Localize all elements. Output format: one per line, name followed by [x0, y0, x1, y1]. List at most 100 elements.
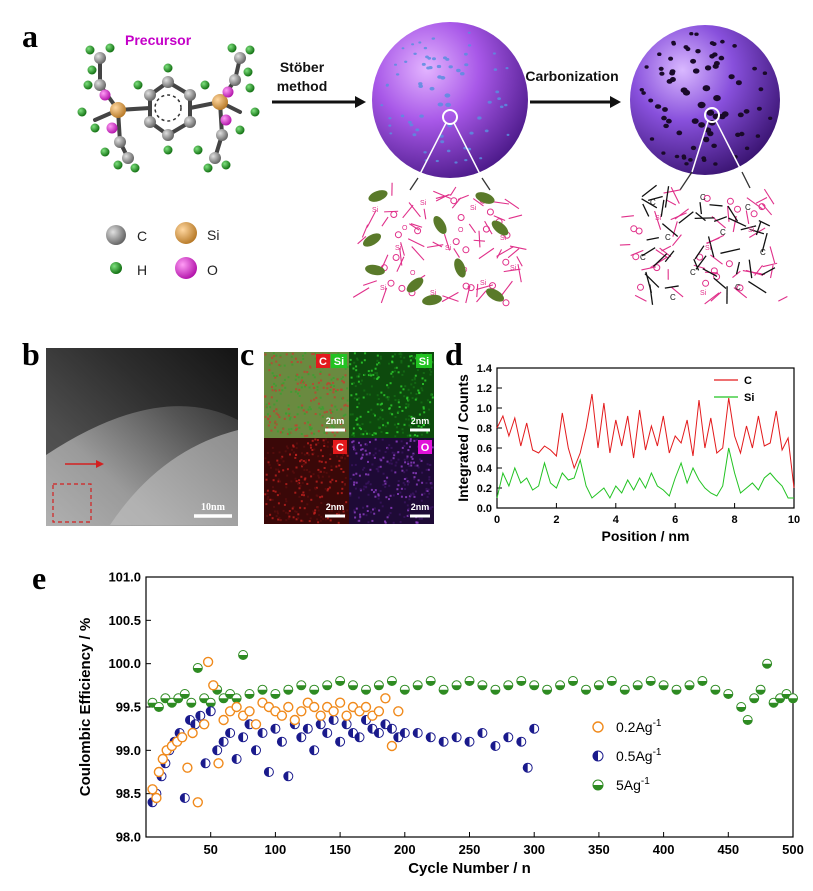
- x-tick-label: 6: [672, 514, 678, 526]
- data-point: [309, 745, 320, 756]
- data-point: [373, 728, 384, 738]
- data-point: [153, 702, 164, 712]
- data-point: [322, 728, 333, 738]
- data-point: [289, 714, 300, 726]
- data-point: [522, 762, 533, 773]
- data-point: [151, 792, 162, 804]
- svg-text:C: C: [735, 283, 741, 292]
- data-point: [270, 689, 281, 699]
- data-point: [555, 680, 566, 691]
- svg-text:Si: Si: [395, 245, 402, 252]
- scale-bar-label: 2nm: [326, 416, 345, 426]
- data-point: [354, 732, 365, 743]
- x-tick-label: 400: [653, 842, 675, 857]
- data-point: [212, 745, 223, 756]
- roi-box: [52, 483, 92, 523]
- data-point: [205, 697, 216, 708]
- data-point: [257, 728, 268, 738]
- legend-label: C: [744, 375, 752, 387]
- data-point: [438, 736, 449, 747]
- carbon-silica-network-diagram: C C C C C C C C C C Si Si Si Si: [619, 184, 788, 305]
- data-point: [153, 766, 165, 778]
- eds-map-tile: O 2nm: [349, 438, 434, 524]
- y-tick-label: 0.8: [477, 423, 492, 435]
- data-point: [581, 684, 591, 695]
- element-tag-label: Si: [334, 356, 344, 368]
- eds-map-tile: Si C 2nm: [264, 352, 349, 438]
- series-5Ag-1: [147, 650, 798, 725]
- data-point: [218, 714, 229, 726]
- data-point: [231, 754, 242, 764]
- data-point: [238, 732, 249, 743]
- data-point: [182, 762, 193, 773]
- data-point: [386, 676, 397, 686]
- svg-text:Si: Si: [470, 205, 477, 212]
- data-point: [251, 745, 261, 756]
- svg-text:Si: Si: [748, 227, 755, 234]
- step1-label-line1: Stöber: [280, 59, 325, 75]
- data-point: [176, 732, 188, 743]
- data-point: [244, 689, 255, 699]
- data-point: [671, 684, 682, 695]
- element-tag: [316, 354, 330, 368]
- svg-text:C: C: [760, 248, 766, 257]
- plot-frame: [145, 576, 794, 838]
- data-point: [296, 732, 307, 743]
- svg-text:O: O: [458, 227, 464, 234]
- svg-text:Si: Si: [655, 215, 662, 222]
- silica-network-diagram: SiSiSiSiSiSiSiSiSiSiOOOO: [352, 182, 527, 307]
- data-point: [263, 767, 274, 777]
- data-point: [296, 706, 307, 717]
- data-point: [328, 706, 339, 717]
- data-point: [198, 719, 210, 730]
- data-point: [257, 684, 268, 695]
- element-tag-label: O: [421, 442, 430, 454]
- data-point: [742, 715, 753, 725]
- data-point: [208, 680, 219, 691]
- step2-label: Carbonization: [525, 68, 618, 84]
- arrow-right-icon: [272, 96, 366, 108]
- data-point: [592, 721, 604, 733]
- x-axis-label: Cycle Number / n: [408, 860, 531, 877]
- data-point: [788, 693, 798, 704]
- svg-text:Si: Si: [500, 235, 507, 242]
- element-tag-label: C: [319, 356, 327, 368]
- step1-label-line2: method: [277, 78, 328, 94]
- svg-text:C: C: [640, 253, 646, 262]
- y-tick-label: 99.5: [116, 700, 141, 715]
- element-tag-label: Si: [419, 356, 429, 368]
- data-point: [697, 676, 708, 686]
- x-tick-label: 150: [329, 842, 351, 857]
- data-point: [250, 719, 262, 730]
- line-profile-chart: 0 2 4 6 8 10 0.0 0.2 0.4 0.6 0.8 1.0 1.2 1.4 Position …: [455, 363, 800, 544]
- svg-text:Si: Si: [700, 290, 707, 297]
- data-point: [464, 736, 475, 747]
- element-tag: [416, 354, 432, 368]
- data-point: [755, 684, 766, 695]
- data-point: [231, 701, 242, 713]
- panel-a: Precursor: [77, 22, 788, 307]
- data-point: [283, 701, 294, 713]
- data-point: [361, 715, 371, 725]
- x-tick-label: 10: [788, 514, 800, 526]
- y-tick-label: 98.0: [116, 830, 141, 845]
- svg-text:C: C: [745, 203, 751, 212]
- data-point: [438, 684, 449, 695]
- svg-text:Si: Si: [480, 280, 487, 287]
- data-point: [503, 732, 514, 743]
- svg-text:C: C: [690, 268, 696, 277]
- element-tag: [418, 440, 432, 454]
- data-point: [231, 693, 242, 704]
- hydrogen-atom-icon: [110, 262, 122, 274]
- y-tick-label: 100.5: [108, 613, 141, 628]
- data-point: [477, 728, 488, 738]
- eds-map-tile: Si 2nm: [349, 352, 434, 438]
- legend-label: 0.2Ag-1: [616, 718, 662, 735]
- silica-sphere-icon: [372, 22, 528, 179]
- svg-text:O: O: [402, 225, 408, 232]
- data-point: [542, 684, 553, 695]
- y-tick-label: 0.4: [477, 463, 493, 475]
- y-axis-label: Integrated / Counts: [455, 374, 471, 502]
- precursor-label: Precursor: [125, 32, 192, 48]
